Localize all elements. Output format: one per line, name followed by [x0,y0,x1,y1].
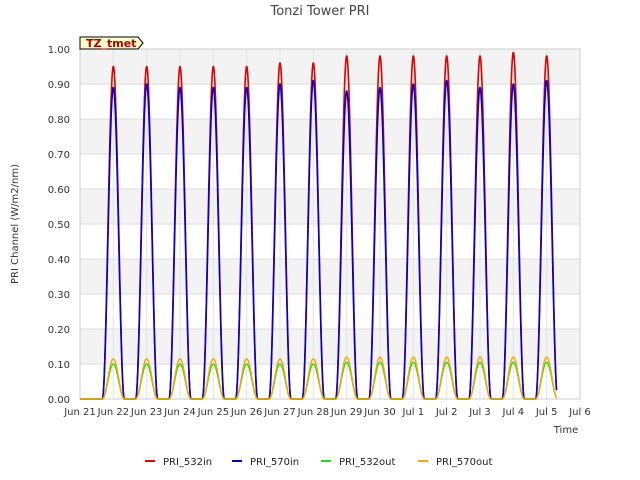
x-tick-label: Jul 4 [502,407,525,418]
plot-background-bands [80,49,580,399]
annotation-label: TZ_tmet [86,37,136,50]
x-tick-label: Jun 24 [163,407,196,418]
y-tick-label: 0.40 [48,255,70,266]
plot-band [80,224,580,259]
y-tick-label: 0.10 [48,360,70,371]
plot-band [80,84,580,119]
plot-band [80,259,580,294]
y-tick-label: 0.20 [48,325,70,336]
x-tick-label: Jul 1 [402,407,425,418]
x-tick-label: Jun 26 [230,407,263,418]
chart-title: Tonzi Tower PRI [270,4,370,19]
annotation-box: TZ_tmet [79,36,144,50]
x-tick-label: Jun 25 [197,407,230,418]
legend-label-PRI_570out: PRI_570out [436,457,492,468]
x-tick-label: Jun 29 [330,407,363,418]
legend: PRI_532in PRI_570in PRI_532out PRI_570out [145,457,492,468]
y-tick-label: 0.50 [48,220,70,231]
plot-band [80,49,580,84]
x-tick-label: Jun 30 [363,407,396,418]
x-tick-label: Jun 22 [97,407,130,418]
y-tick-label: 0.60 [48,185,70,196]
plot-band [80,119,580,154]
y-tick-label: 0.30 [48,290,70,301]
x-tick-label: Jul 6 [568,407,591,418]
x-axis-title: Time [553,425,578,436]
y-tick-label: 0.90 [48,80,70,91]
y-tick-label: 0.70 [48,150,70,161]
legend-label-PRI_570in: PRI_570in [250,457,299,468]
x-tick-label: Jun 28 [297,407,330,418]
x-tick-label: Jul 5 [535,407,558,418]
y-tick-label: 0.80 [48,115,70,126]
x-tick-label: Jun 23 [130,407,163,418]
x-tick-label: Jun 27 [263,407,296,418]
plot-band [80,154,580,189]
x-tick-label: Jul 3 [468,407,491,418]
x-tick-label: Jun 21 [63,407,96,418]
plot-band [80,364,580,399]
x-tick-label: Jul 2 [435,407,458,418]
legend-label-PRI_532out: PRI_532out [339,457,395,468]
series-lines [79,51,558,400]
y-tick-label: 0.00 [48,395,70,406]
plot-band [80,189,580,224]
y-tick-labels: 0.00 0.10 0.20 0.30 0.40 0.50 0.60 0.70 0.80 0.90… [48,45,70,406]
series-line-PRI_570out [79,356,558,400]
y-tick-label: 1.00 [48,45,70,56]
legend-label-PRI_532in: PRI_532in [163,457,212,468]
y-axis-title: PRI Channel (W/m2/nm) [10,164,21,284]
plot-band [80,329,580,364]
x-tick-labels: Jun 21 Jun 22 Jun 23 Jun 24 Jun 25 Jun 26 Jun … [63,407,591,418]
plot-band [80,294,580,329]
